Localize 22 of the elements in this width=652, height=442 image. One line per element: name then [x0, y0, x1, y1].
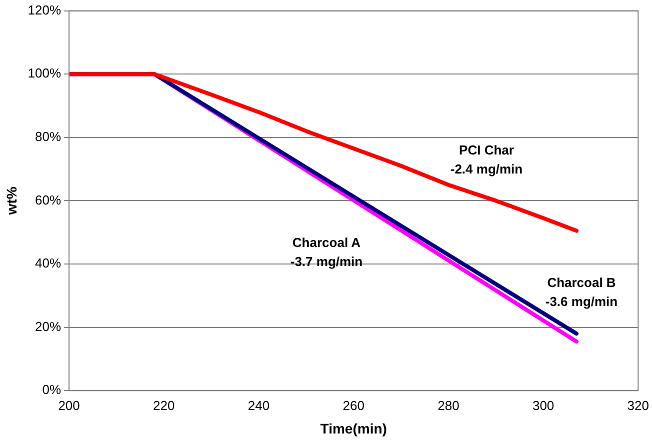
- x-axis-title: Time(min): [320, 420, 387, 436]
- y-axis-title: wt%: [3, 186, 20, 216]
- series-label: Charcoal A: [292, 235, 362, 250]
- annotation: -3.7 mg/min: [290, 254, 363, 270]
- x-tick-label: 260: [342, 398, 364, 413]
- y-tick-label: 100%: [28, 66, 62, 81]
- x-tick-label: 200: [58, 398, 80, 413]
- x-tick-label: 280: [438, 398, 460, 413]
- x-tick-label: 240: [248, 398, 270, 413]
- x-tick-label: 320: [627, 398, 650, 413]
- x-tick-label: 220: [153, 398, 175, 413]
- y-tick-label: 120%: [28, 2, 62, 18]
- annotation: -3.6 mg/min: [545, 294, 618, 310]
- y-tick-label: 40%: [35, 256, 62, 271]
- x-tick-label: 300: [532, 398, 554, 413]
- text: PCI Char: [459, 142, 514, 158]
- y-tick-label: 60%: [35, 192, 62, 208]
- y-tick-label: 0%: [42, 382, 62, 398]
- y-tick-label: 20%: [35, 318, 62, 334]
- annotation: -2.4 mg/min: [450, 161, 523, 176]
- series-label: Charcoal B: [547, 275, 616, 290]
- y-tick-label: 80%: [35, 128, 62, 144]
